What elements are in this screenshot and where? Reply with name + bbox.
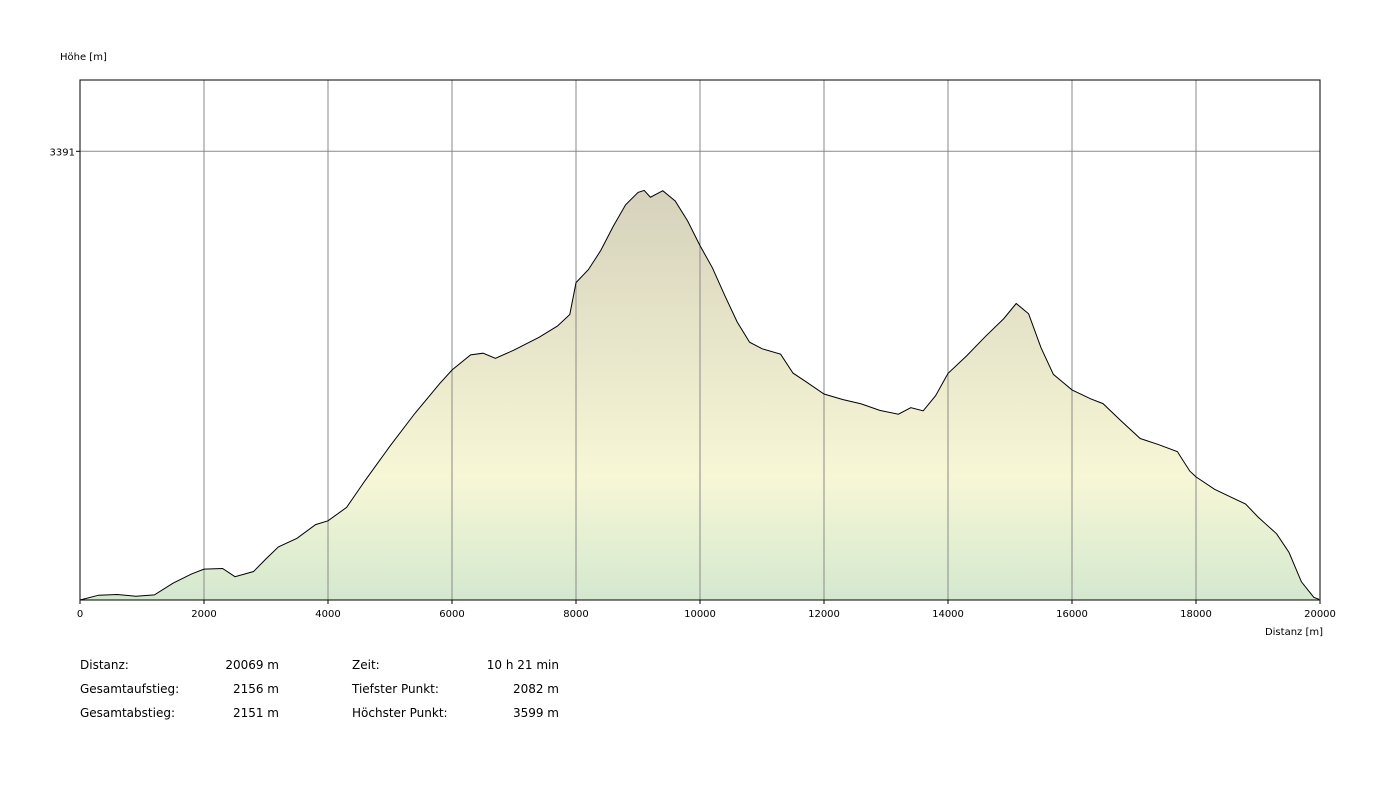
ascent-value: 2156 m <box>232 682 279 696</box>
y-tick-label: 3391 <box>50 147 75 158</box>
grid-layer <box>80 80 1320 600</box>
x-tick-label: 14000 <box>932 609 964 620</box>
x-tick-label: 16000 <box>1056 609 1088 620</box>
x-tick-label: 6000 <box>439 609 464 620</box>
x-tick-label: 18000 <box>1180 609 1212 620</box>
distance-value: 20069 m <box>225 658 279 672</box>
distance-label: Distanz: <box>80 658 129 672</box>
lowest-label: Tiefster Punkt: <box>352 682 439 696</box>
descent-label: Gesamtabstieg: <box>80 706 175 720</box>
x-tick-label: 4000 <box>315 609 340 620</box>
x-tick-label: 2000 <box>191 609 216 620</box>
x-tick-label: 0 <box>77 609 83 620</box>
x-axis-label: Distanz [m] <box>1265 627 1323 638</box>
highest-label: Höchster Punkt: <box>352 706 448 720</box>
lowest-value: 2082 m <box>512 682 559 696</box>
descent-value: 2151 m <box>232 706 279 720</box>
line-layer <box>79 189 1320 601</box>
elevation-line <box>79 189 1320 601</box>
time-value: 10 h 21 min <box>486 658 559 672</box>
y-axis-label: Höhe [m] <box>60 52 107 63</box>
x-tick-label: 12000 <box>808 609 840 620</box>
x-tick-label: 8000 <box>563 609 588 620</box>
ascent-label: Gesamtaufstieg: <box>80 682 180 696</box>
x-tick-label: 20000 <box>1304 609 1336 620</box>
time-label: Zeit: <box>352 658 380 672</box>
x-tick-label: 10000 <box>684 609 716 620</box>
tick-layer: 0 2000 4000 6000 8000 10000 12000 14000 16000 180… <box>50 147 1336 620</box>
highest-value: 3599 m <box>512 706 559 720</box>
